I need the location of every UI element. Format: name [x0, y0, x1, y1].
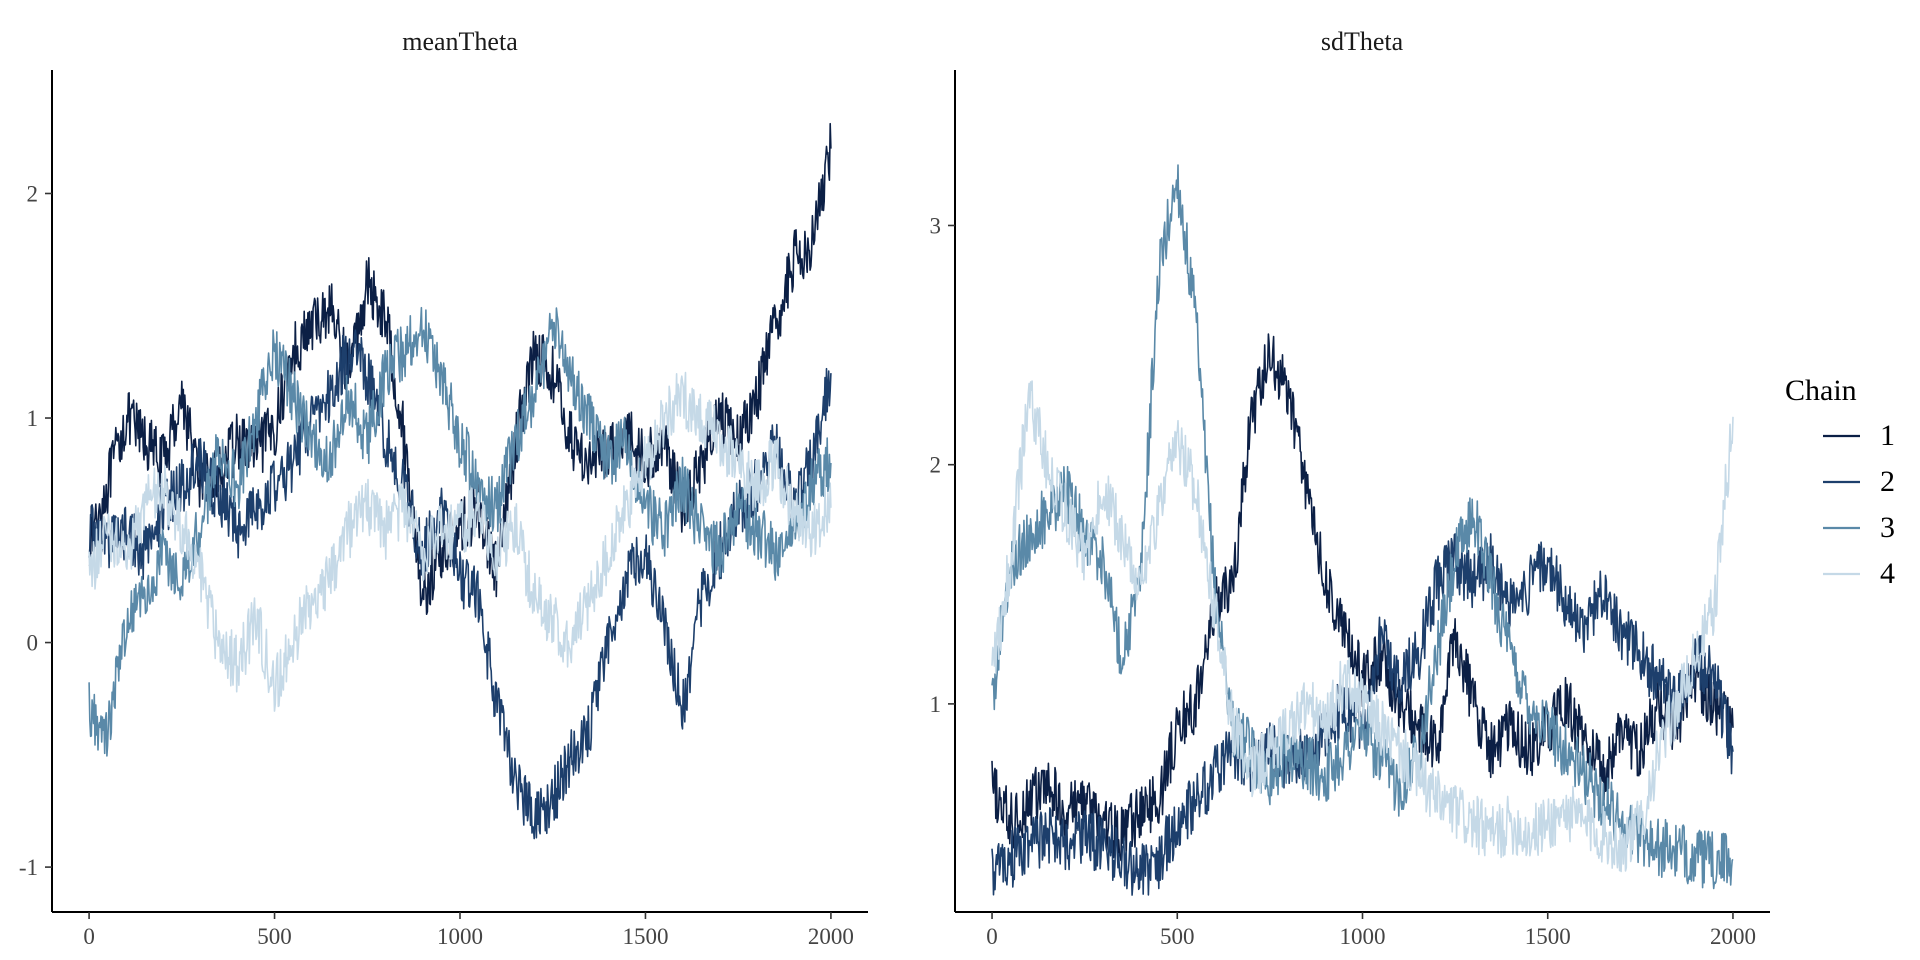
trace-chain-1: [88, 122, 832, 616]
x-tick-label: 2000: [808, 924, 854, 949]
trace-chain-4: [88, 371, 832, 712]
x-tick-label: 0: [986, 924, 998, 949]
x-tick-label: 2000: [1710, 924, 1756, 949]
x-tick-label: 500: [257, 924, 292, 949]
panel-sdTheta: sdTheta 0 500 1000 1500 2000 1 2 3: [930, 27, 1770, 949]
trace-chain-3: [991, 164, 1734, 890]
trace-chain-1: [991, 333, 1734, 862]
legend-label: 2: [1880, 465, 1895, 498]
trace-panels: meanTheta 0 500 1000 1500 2000 -1 0 1 2 sdTheta 0 50…: [19, 27, 1770, 949]
x-tick-label: 1500: [1525, 924, 1571, 949]
x-tick-label: 500: [1160, 924, 1195, 949]
legend-item-1: 1: [1823, 419, 1895, 452]
trace-chain-3: [88, 306, 832, 757]
y-tick-label: 1: [27, 406, 39, 431]
x-tick-label: 0: [83, 924, 95, 949]
legend-label: 1: [1880, 419, 1895, 452]
legend-label: 3: [1880, 511, 1895, 544]
y-tick-label: 0: [27, 631, 39, 656]
y-tick-label: 2: [27, 181, 39, 206]
trace-chain-2: [88, 329, 832, 840]
y-tick-label: 1: [930, 692, 942, 717]
panel-meanTheta: meanTheta 0 500 1000 1500 2000 -1 0 1 2: [19, 27, 868, 949]
legend-title: Chain: [1785, 374, 1857, 407]
legend-item-2: 2: [1823, 465, 1895, 498]
x-tick-label: 1000: [437, 924, 483, 949]
y-tick-label: 3: [930, 213, 942, 238]
x-tick-label: 1000: [1340, 924, 1386, 949]
y-tick-label: -1: [19, 855, 38, 880]
x-tick-label: 1500: [622, 924, 668, 949]
legend-item-3: 3: [1823, 511, 1895, 544]
legend: Chain 1 2 3 4: [1785, 374, 1895, 590]
legend-label: 4: [1880, 557, 1895, 590]
y-tick-label: 2: [930, 453, 942, 478]
panel-title: sdTheta: [1321, 27, 1404, 56]
legend-item-4: 4: [1823, 557, 1895, 590]
trace-chain-4: [991, 380, 1734, 873]
panel-title: meanTheta: [402, 27, 518, 56]
